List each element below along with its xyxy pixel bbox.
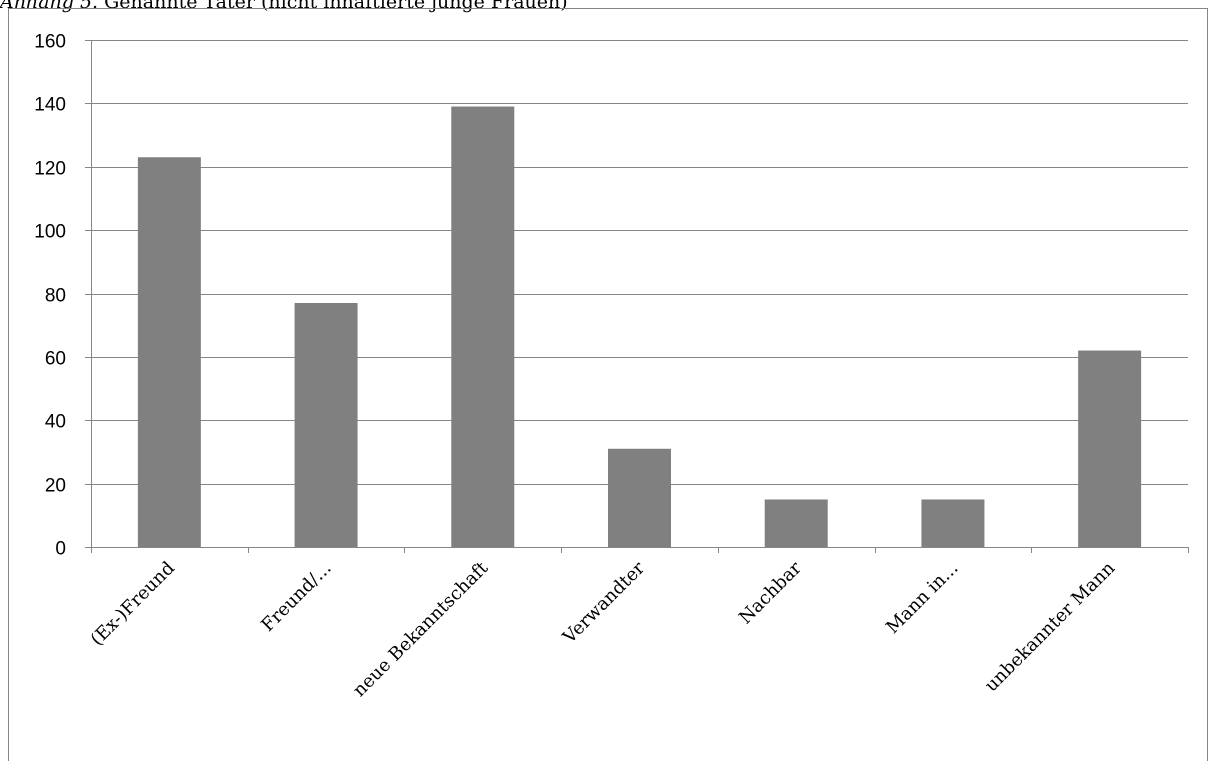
y-tick-label: 60 xyxy=(45,349,66,370)
figure-caption: Anhang 5. Genannte Täter (nicht inhaftie… xyxy=(0,0,568,13)
y-tick-label: 80 xyxy=(45,286,66,307)
x-tick-label: unbekannter Mann xyxy=(981,557,1120,696)
y-tick-label: 100 xyxy=(34,222,66,243)
caption-text: Genannte Täter (nicht inhaftierte junge … xyxy=(98,0,568,13)
bar xyxy=(921,499,985,547)
bar xyxy=(294,303,358,547)
y-tick-label: 160 xyxy=(34,32,66,53)
x-tick-label: Nachbar xyxy=(735,557,806,628)
x-tick-label: Freund/... xyxy=(257,558,335,636)
caption-lead: Anhang 5. xyxy=(0,0,99,13)
y-tick-label: 40 xyxy=(45,412,66,433)
y-tick-label: 120 xyxy=(34,159,66,180)
x-tick-label: (Ex-)Freund xyxy=(87,558,179,650)
bar xyxy=(764,499,828,547)
x-tick-label: Mann in... xyxy=(882,558,962,638)
y-tick-label: 140 xyxy=(34,95,66,116)
bar xyxy=(137,157,201,547)
bar xyxy=(608,448,671,547)
y-tick-label: 20 xyxy=(45,476,66,497)
bar xyxy=(451,106,515,547)
x-tick-label: neue Bekanntschaft xyxy=(349,557,493,701)
bar xyxy=(1078,350,1142,547)
y-tick-label: 0 xyxy=(55,539,66,560)
x-tick-label: Verwandter xyxy=(558,557,649,648)
